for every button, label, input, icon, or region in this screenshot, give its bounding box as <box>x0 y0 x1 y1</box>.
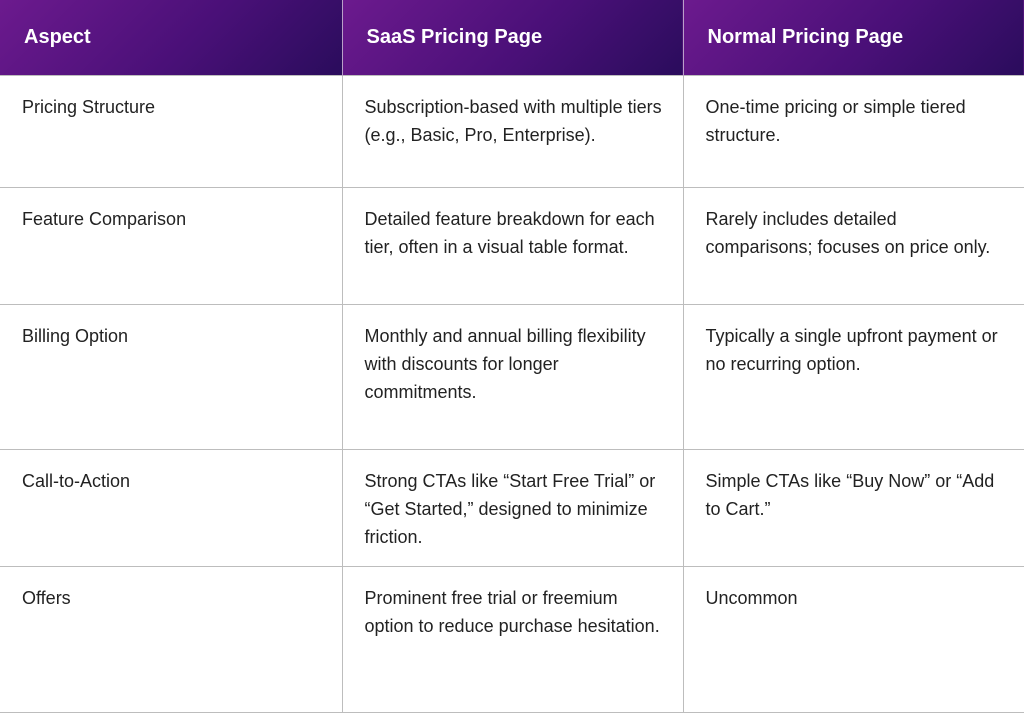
aspect-cell: Feature Comparison <box>0 187 343 305</box>
header-row: Aspect SaaS Pricing Page Normal Pricing … <box>0 0 1024 76</box>
saas-cell: Detailed feature breakdown for each tier… <box>341 187 684 305</box>
normal-cell: Typically a single upfront payment or no… <box>682 304 1024 450</box>
table-row: Pricing Structure Subscription-based wit… <box>0 75 1024 188</box>
aspect-cell: Billing Option <box>0 304 343 450</box>
header-aspect: Aspect <box>0 0 343 76</box>
normal-cell: One-time pricing or simple tiered struct… <box>682 75 1024 188</box>
header-saas: SaaS Pricing Page <box>342 0 684 76</box>
header-normal: Normal Pricing Page <box>683 0 1024 76</box>
table-row: Call-to-Action Strong CTAs like “Start F… <box>0 449 1024 567</box>
normal-cell: Rarely includes detailed comparisons; fo… <box>682 187 1024 305</box>
table-row: Billing Option Monthly and annual billin… <box>0 304 1024 450</box>
normal-cell: Uncommon <box>682 566 1024 713</box>
table-row: Feature Comparison Detailed feature brea… <box>0 187 1024 305</box>
table-row: Offers Prominent free trial or freemium … <box>0 566 1024 713</box>
saas-cell: Monthly and annual billing flexibility w… <box>341 304 684 450</box>
aspect-cell: Call-to-Action <box>0 449 343 567</box>
saas-cell: Prominent free trial or freemium option … <box>341 566 684 713</box>
aspect-cell: Pricing Structure <box>0 75 343 188</box>
normal-cell: Simple CTAs like “Buy Now” or “Add to Ca… <box>682 449 1024 567</box>
aspect-cell: Offers <box>0 566 343 713</box>
saas-cell: Subscription-based with multiple tiers (… <box>341 75 684 188</box>
saas-cell: Strong CTAs like “Start Free Trial” or “… <box>341 449 684 567</box>
